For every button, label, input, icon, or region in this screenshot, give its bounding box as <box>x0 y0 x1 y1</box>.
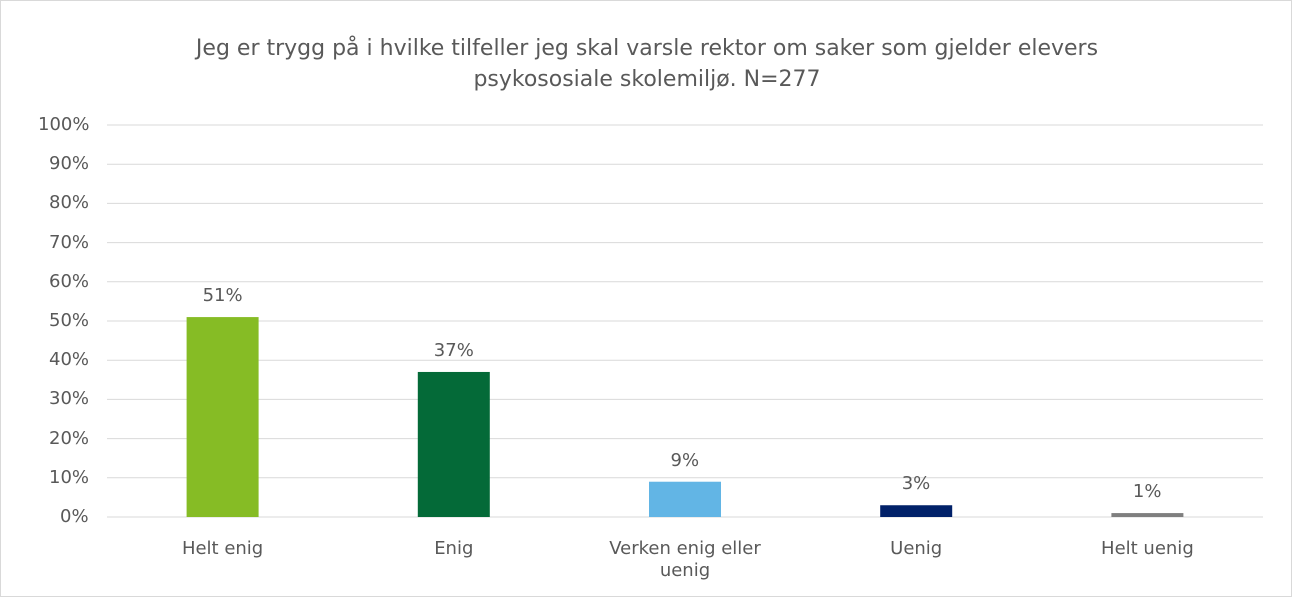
y-tick-label: 60% <box>49 270 90 292</box>
y-tick-label: 20% <box>49 427 90 449</box>
x-tick-label: Verken enig eller uenig <box>609 538 761 581</box>
bar <box>417 371 490 517</box>
value-label: 3% <box>901 473 931 495</box>
value-label: 51% <box>202 285 243 307</box>
bar <box>1111 513 1184 517</box>
y-tick-label: 50% <box>49 310 90 331</box>
bar <box>649 481 721 517</box>
value-label: 37% <box>433 339 474 361</box>
bar <box>880 505 953 517</box>
bar <box>186 317 259 517</box>
chart-title: Jeg er trygg på i hvilke tilfeller jeg s… <box>195 36 1099 92</box>
y-tick-label: 30% <box>49 388 90 410</box>
y-tick-label: 40% <box>49 349 90 371</box>
value-label: 9% <box>670 449 700 471</box>
x-tick-label: Uenig <box>890 538 943 559</box>
x-tick-label: Helt enig <box>181 538 264 559</box>
value-label: 1% <box>1132 481 1162 503</box>
y-tick-label: 80% <box>49 192 90 214</box>
x-tick-label: Helt uenig <box>1101 538 1194 559</box>
y-tick-label: 90% <box>49 153 90 175</box>
y-tick-label: 10% <box>49 466 90 488</box>
x-tick-label: Enig <box>434 538 474 559</box>
y-tick-label: 100% <box>38 114 90 135</box>
y-tick-label: 0% <box>60 506 89 527</box>
y-tick-label: 70% <box>49 231 90 253</box>
